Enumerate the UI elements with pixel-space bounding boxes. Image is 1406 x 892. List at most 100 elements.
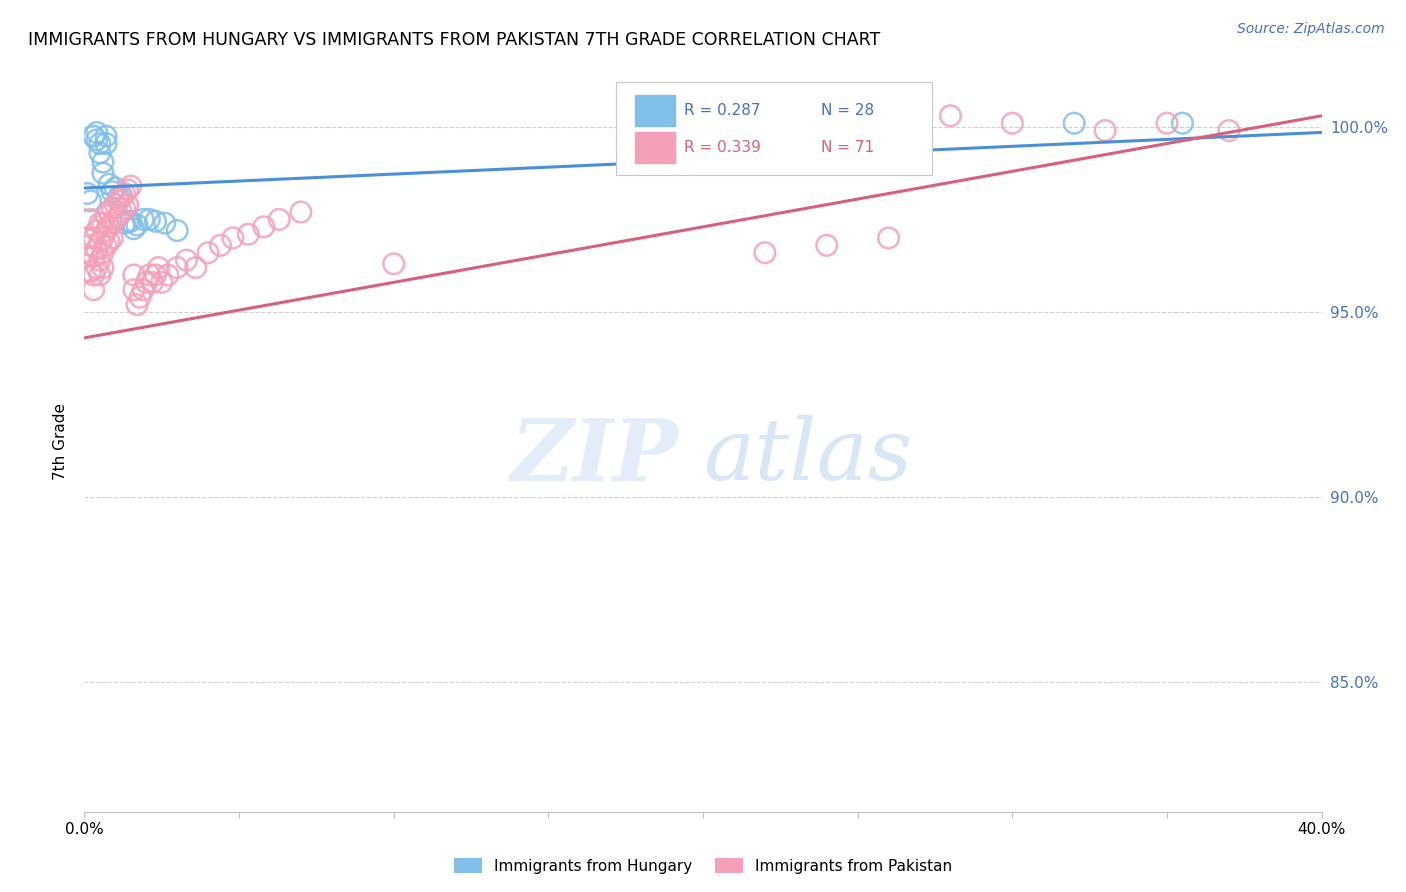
Point [138, 268, 160, 282]
Point [145, 268, 167, 282]
Point [110, 205, 132, 219]
Point [1063, 116, 1085, 130]
Point [150, 276, 173, 290]
Point [98, 219, 121, 234]
Point [117, 183, 139, 197]
Point [1218, 123, 1240, 137]
Point [815, 238, 838, 252]
Point [110, 188, 132, 202]
Point [166, 223, 188, 237]
Point [148, 260, 170, 275]
Text: IMMIGRANTS FROM HUNGARY VS IMMIGRANTS FROM PAKISTAN 7TH GRADE CORRELATION CHART: IMMIGRANTS FROM HUNGARY VS IMMIGRANTS FR… [28, 31, 880, 49]
Point [877, 231, 900, 245]
Point [141, 276, 163, 290]
Point [79, 264, 101, 278]
Point [125, 297, 148, 311]
Point [98, 205, 121, 219]
Point [94, 223, 117, 237]
Point [86, 242, 108, 256]
Point [129, 290, 152, 304]
Point [91, 155, 114, 169]
Point [1171, 116, 1194, 130]
Point [107, 209, 129, 223]
Point [101, 216, 124, 230]
Point [153, 216, 176, 230]
Point [79, 194, 101, 208]
FancyBboxPatch shape [636, 132, 675, 163]
Point [939, 109, 962, 123]
Point [83, 283, 105, 297]
Point [79, 238, 101, 252]
Point [89, 268, 111, 282]
Point [76, 231, 98, 245]
Point [83, 231, 105, 245]
Point [107, 190, 129, 204]
Point [382, 257, 405, 271]
Point [104, 181, 127, 195]
Point [132, 212, 155, 227]
Point [1094, 123, 1116, 137]
Point [253, 219, 276, 234]
Point [91, 166, 114, 180]
Point [76, 249, 98, 263]
Point [222, 231, 245, 245]
Point [290, 205, 312, 219]
Point [138, 212, 160, 227]
Text: Source: ZipAtlas.com: Source: ZipAtlas.com [1237, 22, 1385, 37]
Point [117, 197, 139, 211]
Y-axis label: 7th Grade: 7th Grade [53, 403, 69, 480]
Point [166, 260, 188, 275]
Point [89, 145, 111, 160]
Point [1001, 116, 1024, 130]
Point [86, 260, 108, 275]
Point [117, 214, 139, 228]
Point [122, 268, 145, 282]
Text: N = 71: N = 71 [821, 140, 873, 155]
Point [132, 283, 155, 297]
Point [89, 136, 111, 151]
FancyBboxPatch shape [616, 82, 932, 175]
Point [110, 190, 132, 204]
Point [98, 235, 121, 249]
Point [101, 185, 124, 199]
FancyBboxPatch shape [636, 95, 675, 126]
Text: R = 0.339: R = 0.339 [685, 140, 761, 155]
Point [91, 260, 114, 275]
Text: ZIP: ZIP [510, 415, 678, 498]
Point [269, 212, 291, 227]
Point [135, 276, 157, 290]
Point [114, 216, 136, 230]
Point [120, 179, 142, 194]
Point [86, 133, 108, 147]
Point [86, 125, 108, 139]
Point [122, 283, 145, 297]
Text: atlas: atlas [703, 415, 912, 498]
Point [94, 209, 117, 223]
Point [104, 212, 127, 227]
Point [120, 214, 142, 228]
Point [89, 235, 111, 249]
Point [184, 260, 207, 275]
Point [1156, 116, 1178, 130]
Text: N = 28: N = 28 [821, 103, 873, 118]
Point [101, 202, 124, 216]
Text: R = 0.287: R = 0.287 [685, 103, 761, 118]
Point [83, 268, 105, 282]
Point [114, 202, 136, 216]
Point [94, 136, 117, 151]
Point [176, 253, 198, 268]
Point [238, 227, 260, 242]
Point [209, 238, 232, 252]
Point [91, 216, 114, 230]
Point [107, 194, 129, 208]
Point [79, 212, 101, 227]
Point [114, 186, 136, 201]
Point [94, 129, 117, 144]
Point [98, 178, 121, 192]
Point [83, 249, 105, 263]
Point [145, 214, 167, 228]
Point [156, 268, 179, 282]
Point [86, 223, 108, 237]
Point [104, 197, 127, 211]
Legend: Immigrants from Hungary, Immigrants from Pakistan: Immigrants from Hungary, Immigrants from… [449, 852, 957, 880]
